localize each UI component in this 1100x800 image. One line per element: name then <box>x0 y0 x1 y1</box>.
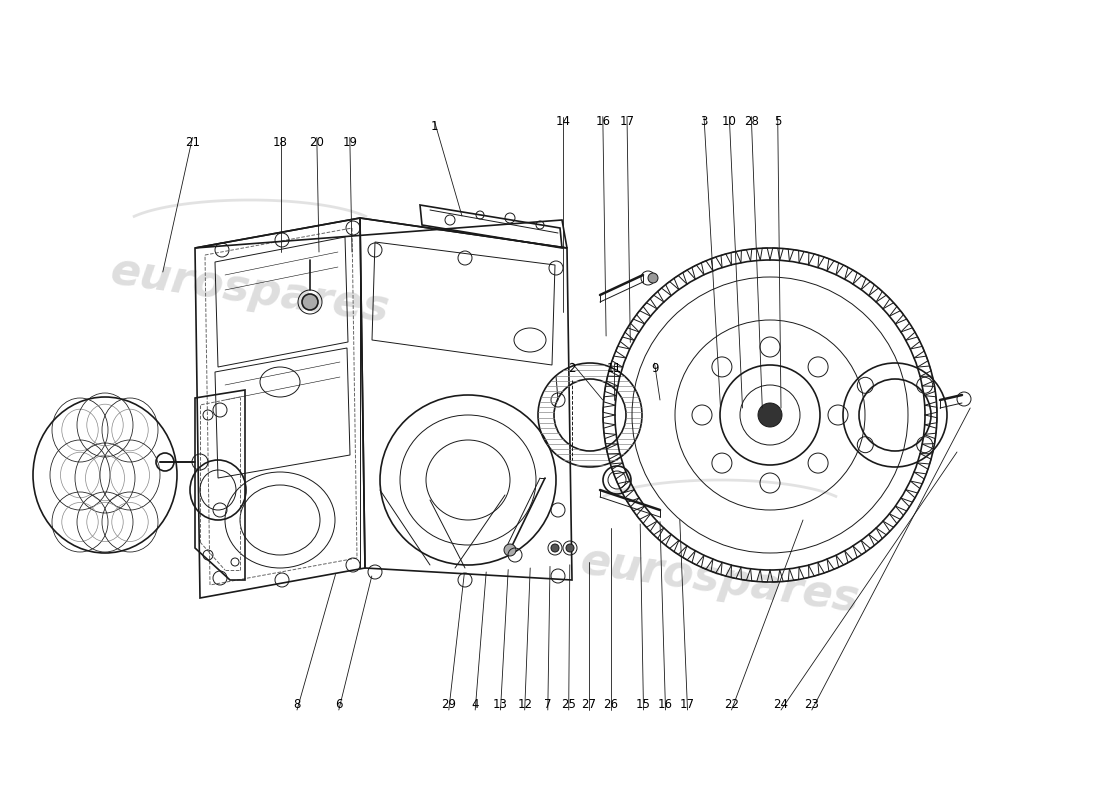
Text: 23: 23 <box>804 698 820 710</box>
Circle shape <box>302 294 318 310</box>
Text: 22: 22 <box>724 698 739 710</box>
Circle shape <box>758 403 782 427</box>
Text: 4: 4 <box>472 698 478 710</box>
Text: 1: 1 <box>431 120 438 133</box>
Circle shape <box>551 544 559 552</box>
Text: 28: 28 <box>744 115 759 128</box>
Text: 7: 7 <box>544 698 551 710</box>
Text: 26: 26 <box>603 698 618 710</box>
Circle shape <box>648 273 658 283</box>
Text: 14: 14 <box>556 115 571 128</box>
Text: 10: 10 <box>722 115 737 128</box>
Text: 2: 2 <box>569 362 575 374</box>
Text: 18: 18 <box>273 136 288 149</box>
Text: 17: 17 <box>680 698 695 710</box>
Text: 27: 27 <box>581 698 596 710</box>
Text: 12: 12 <box>517 698 532 710</box>
Text: 9: 9 <box>651 362 658 374</box>
Text: 15: 15 <box>636 698 651 710</box>
Text: eurospares: eurospares <box>108 249 393 331</box>
Text: 24: 24 <box>773 698 789 710</box>
Text: eurospares: eurospares <box>578 539 862 621</box>
Text: 29: 29 <box>441 698 456 710</box>
Text: 5: 5 <box>774 115 781 128</box>
Text: 16: 16 <box>658 698 673 710</box>
Text: 16: 16 <box>595 115 610 128</box>
Text: 8: 8 <box>294 698 300 710</box>
Text: 6: 6 <box>336 698 342 710</box>
Text: 11: 11 <box>606 362 621 374</box>
Text: 20: 20 <box>309 136 324 149</box>
Text: 17: 17 <box>619 115 635 128</box>
Circle shape <box>566 544 574 552</box>
Text: 19: 19 <box>342 136 358 149</box>
Text: 13: 13 <box>493 698 508 710</box>
Text: 3: 3 <box>701 115 707 128</box>
Circle shape <box>504 544 516 556</box>
Text: 21: 21 <box>185 136 200 149</box>
Text: 25: 25 <box>561 698 576 710</box>
